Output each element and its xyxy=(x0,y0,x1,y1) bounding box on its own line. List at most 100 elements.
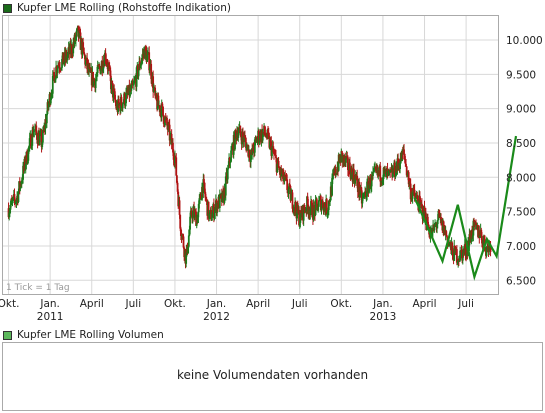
candle-body xyxy=(133,79,136,82)
candle-body xyxy=(141,53,144,59)
candle-body xyxy=(181,234,184,237)
candle-body xyxy=(177,191,180,207)
candle-body xyxy=(383,167,386,171)
candle-body xyxy=(314,200,317,215)
candle-body xyxy=(161,103,164,107)
candle-body xyxy=(32,131,35,137)
candle-body xyxy=(162,106,164,116)
candle-body xyxy=(28,138,31,147)
candle-body xyxy=(406,175,409,177)
candle-body xyxy=(58,65,61,68)
candle-body xyxy=(190,210,193,215)
candle-body xyxy=(244,137,247,143)
candle-body xyxy=(127,93,129,95)
candle-body xyxy=(170,133,173,145)
candle-body xyxy=(269,140,272,142)
candle-body xyxy=(383,170,386,172)
candle-body xyxy=(296,203,299,213)
candle-body xyxy=(210,209,213,221)
candle-body xyxy=(38,135,41,146)
candle-body xyxy=(457,259,460,263)
x-tick-label: April xyxy=(413,298,437,310)
candle-body xyxy=(84,60,87,65)
candle-body xyxy=(389,170,392,173)
candle-body xyxy=(56,68,59,73)
candle-body xyxy=(205,198,208,200)
candle-body xyxy=(207,201,210,219)
candle-body xyxy=(24,164,27,169)
candle-body xyxy=(174,155,177,158)
candle-body xyxy=(141,58,143,63)
candle-body xyxy=(393,162,396,178)
candle-body xyxy=(164,117,166,126)
candle-body xyxy=(464,244,467,256)
candle-body xyxy=(197,212,199,224)
candle-body xyxy=(28,146,30,149)
candle-body xyxy=(84,55,87,65)
candle-body xyxy=(486,245,489,247)
candle-body xyxy=(332,172,335,176)
candle-body xyxy=(246,145,248,151)
candle-body xyxy=(379,165,382,182)
x-tick-label: April xyxy=(246,298,270,310)
candle-body xyxy=(255,138,258,140)
candle-body xyxy=(382,179,384,181)
candle-body xyxy=(261,132,264,141)
candle-body xyxy=(481,235,483,244)
candle-body xyxy=(203,179,205,183)
candle-body xyxy=(30,145,33,149)
candle-body xyxy=(201,186,203,200)
candle-body xyxy=(453,245,456,261)
candle-body xyxy=(423,206,426,218)
candle-body xyxy=(130,84,133,91)
candle-body xyxy=(135,67,138,87)
candle-body xyxy=(391,170,394,177)
y-tick-label: 9.500 xyxy=(506,69,536,81)
candle-body xyxy=(82,47,85,54)
candle-body xyxy=(22,165,24,180)
candle-body xyxy=(282,169,285,181)
candle-body xyxy=(199,194,202,199)
candle-body xyxy=(117,99,120,113)
candle-body xyxy=(193,211,196,218)
candle-body xyxy=(312,205,315,220)
candle-body xyxy=(101,61,104,71)
candle-body xyxy=(407,172,410,185)
candle-body xyxy=(189,216,192,230)
candle-body xyxy=(120,96,123,106)
candle-body xyxy=(182,236,185,248)
candle-body xyxy=(356,175,359,186)
candle-body xyxy=(303,204,306,211)
candle-body xyxy=(144,46,147,51)
candle-body xyxy=(372,171,374,176)
candle-body xyxy=(440,216,442,221)
candle-body xyxy=(47,102,50,108)
candle-body xyxy=(310,201,313,203)
candle-body xyxy=(479,236,481,238)
candle-body xyxy=(285,177,288,180)
candle-body xyxy=(125,92,127,104)
candle-body xyxy=(88,67,90,73)
candle-body xyxy=(409,183,412,200)
price-legend: Kupfer LME Rolling (Rohstoffe Indikation… xyxy=(3,1,231,15)
tick-note: 1 Tick = 1 Tag xyxy=(6,283,70,293)
candle-body xyxy=(327,210,330,214)
candle-body xyxy=(276,163,279,173)
candle-body xyxy=(451,242,454,251)
candle-body xyxy=(243,135,246,142)
candle-body xyxy=(187,235,190,247)
candle-body xyxy=(362,196,365,199)
candle-body xyxy=(108,66,111,68)
candle-body xyxy=(124,103,127,106)
candle-body xyxy=(288,184,291,186)
candle-body xyxy=(329,200,331,202)
candle-body xyxy=(10,199,13,201)
candle-body xyxy=(385,168,388,178)
y-tick-label: 8.000 xyxy=(506,172,536,184)
candle-body xyxy=(280,168,283,176)
trend-line xyxy=(413,135,518,281)
candle-body xyxy=(315,199,318,205)
candle-body xyxy=(204,191,207,198)
candle-body xyxy=(370,186,372,189)
candle-body xyxy=(227,164,230,169)
